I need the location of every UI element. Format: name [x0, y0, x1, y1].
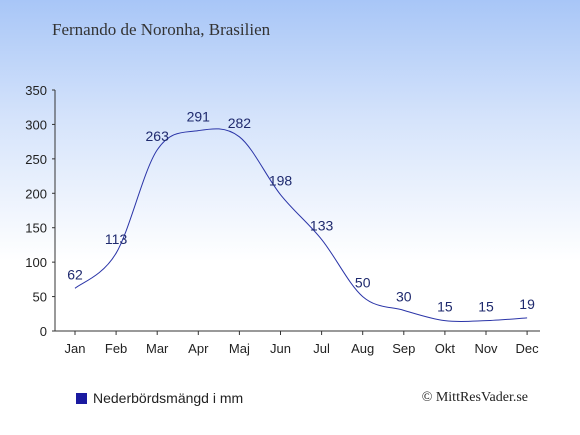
x-tick-label: Maj	[229, 341, 250, 356]
y-tick-label: 350	[25, 83, 47, 98]
x-tick-label: Jun	[270, 341, 291, 356]
data-label: 113	[105, 231, 128, 247]
data-label: 291	[187, 109, 211, 125]
x-tick-label: Nov	[474, 341, 498, 356]
credit-text: © MittResVader.se	[421, 390, 528, 405]
x-tick-label: Aug	[351, 341, 374, 356]
y-tick-label: 300	[25, 117, 47, 132]
data-label: 30	[396, 288, 412, 304]
chart-title: Fernando de Noronha, Brasilien	[52, 20, 271, 39]
legend-label: Nederbördsmängd i mm	[93, 390, 244, 406]
data-label: 19	[519, 296, 535, 312]
data-label: 133	[310, 217, 334, 233]
tick-labels: 0 50 100 150 200 250 300 350 Jan Feb Mar Apr Maj Jun J…	[25, 83, 539, 356]
data-label: 62	[67, 266, 83, 282]
x-tick-label: Feb	[105, 341, 127, 356]
x-tick-label: Mar	[146, 341, 169, 356]
x-tick-label: Jan	[65, 341, 86, 356]
data-label: 15	[478, 299, 494, 315]
x-tick-label: Jul	[313, 341, 330, 356]
data-label: 282	[228, 115, 252, 131]
y-tick-label: 150	[25, 221, 47, 236]
legend: Nederbördsmängd i mm	[76, 390, 243, 406]
x-tick-label: Apr	[188, 341, 209, 356]
data-label: 198	[269, 173, 293, 189]
y-tick-label: 0	[40, 324, 47, 339]
data-labels: 62 113 263 291 282 198 133 50 30 15 15 19	[67, 109, 535, 315]
axes	[52, 89, 540, 335]
data-label: 50	[355, 275, 371, 291]
x-tick-label: Sep	[392, 341, 415, 356]
data-label: 263	[146, 128, 170, 144]
data-label: 15	[437, 299, 453, 315]
y-tick-label: 200	[25, 186, 47, 201]
x-tick-label: Okt	[435, 341, 456, 356]
y-tick-label: 50	[33, 290, 47, 305]
x-tick-label: Dec	[516, 341, 540, 356]
y-tick-label: 250	[25, 152, 47, 167]
legend-swatch	[76, 392, 87, 404]
series-line	[74, 128, 528, 323]
y-tick-label: 100	[25, 255, 47, 270]
